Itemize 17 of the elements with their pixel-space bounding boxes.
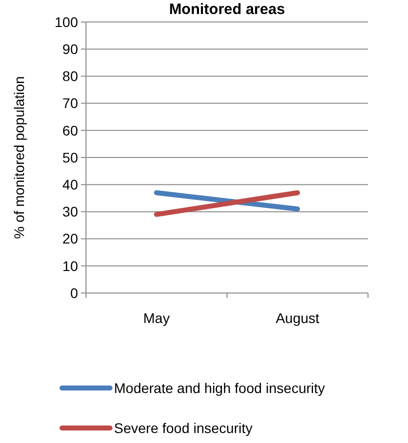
- legend-label: Severe food insecurity: [114, 420, 253, 436]
- y-tick-label: 0: [70, 284, 78, 301]
- y-tick-label: 80: [62, 68, 78, 84]
- y-tick-label: 100: [54, 14, 78, 30]
- y-axis-title: % of monitored population: [11, 76, 27, 239]
- y-tick-label: 70: [62, 95, 78, 112]
- y-tick-label: 20: [62, 230, 78, 247]
- y-tick-label: 10: [62, 258, 78, 274]
- y-tick-label: 40: [62, 176, 78, 192]
- y-tick-label: 50: [62, 149, 78, 166]
- y-tick-label: 90: [62, 41, 78, 57]
- y-tick-label: 60: [62, 122, 78, 138]
- x-tick-label: August: [276, 310, 320, 326]
- legend-label: Moderate and high food insecurity: [114, 380, 325, 396]
- x-tick-label: May: [143, 310, 170, 326]
- y-tick-label: 30: [62, 204, 78, 220]
- chart-title: Monitored areas: [169, 1, 285, 18]
